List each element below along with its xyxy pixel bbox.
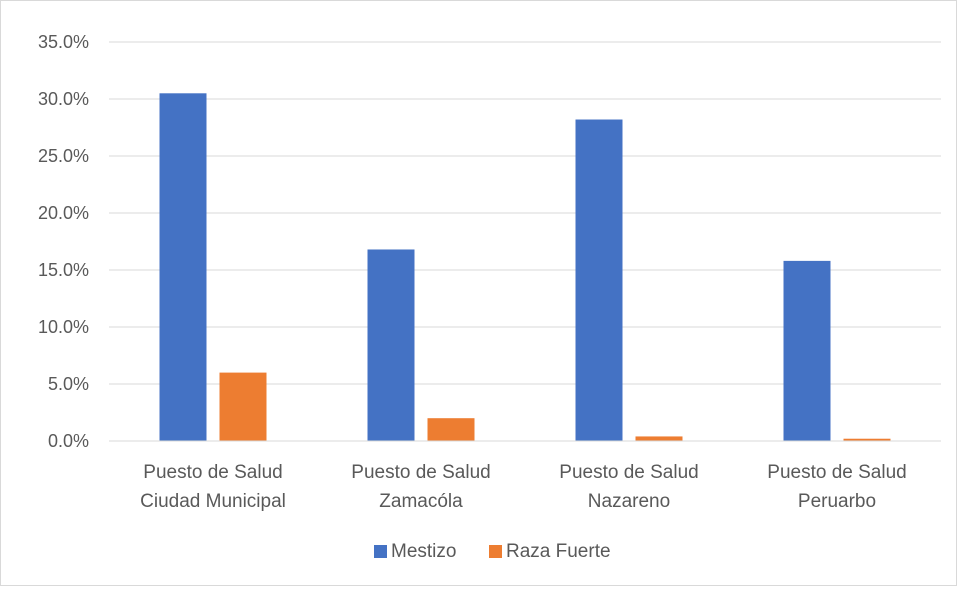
bar-mestizo	[159, 93, 207, 442]
category-label: Ciudad Municipal	[140, 491, 286, 512]
category-label: Peruarbo	[798, 491, 876, 512]
gridlines	[109, 41, 941, 385]
legend-swatch	[489, 545, 502, 558]
bar-raza-fuerte	[219, 372, 267, 441]
category-label: Puesto de Salud	[143, 462, 282, 483]
y-tick-label: 10.0%	[38, 317, 89, 337]
y-tick-label: 25.0%	[38, 146, 89, 166]
bar-mestizo	[367, 249, 415, 441]
y-tick-label: 20.0%	[38, 203, 89, 223]
y-tick-label: 35.0%	[38, 32, 89, 52]
legend-swatch	[374, 545, 387, 558]
y-tick-label: 5.0%	[48, 374, 89, 394]
bar-raza-fuerte	[427, 418, 475, 441]
legend: Mestizo Raza Fuerte	[374, 541, 611, 562]
y-tick-label: 30.0%	[38, 89, 89, 109]
category-label: Puesto de Salud	[351, 462, 490, 483]
legend-label: Mestizo	[391, 541, 456, 562]
legend-label: Raza Fuerte	[506, 541, 611, 562]
x-axis-category-labels: Puesto de Salud Ciudad Municipal Puesto de…	[140, 462, 907, 512]
y-axis-tick-labels: 0.0% 5.0% 10.0% 15.0% 20.0% 25.0% 30.0% 35.0%	[38, 32, 89, 451]
bars	[159, 93, 891, 442]
category-label: Puesto de Salud	[767, 462, 906, 483]
bar-raza-fuerte	[843, 438, 891, 441]
bar-mestizo	[575, 119, 623, 442]
bar-mestizo	[783, 260, 831, 441]
y-tick-label: 0.0%	[48, 431, 89, 451]
category-label: Puesto de Salud	[559, 462, 698, 483]
bar-raza-fuerte	[635, 436, 683, 441]
category-label: Nazareno	[588, 491, 670, 512]
category-label: Zamacóla	[379, 491, 463, 512]
y-tick-label: 15.0%	[38, 260, 89, 280]
